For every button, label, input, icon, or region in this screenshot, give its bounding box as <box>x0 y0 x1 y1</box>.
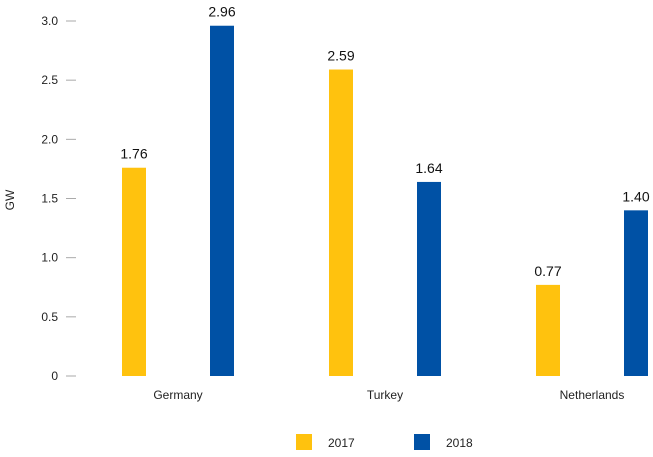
legend-label-2018: 2018 <box>446 436 473 450</box>
bar-2018-netherlands <box>624 210 648 376</box>
bar-2017-turkey <box>329 69 353 377</box>
bar-2017-netherlands <box>536 284 560 376</box>
bars: 1.76 2.96 2.59 1.64 0.77 1.40 <box>120 4 650 377</box>
y-tick-label: 0.5 <box>41 310 58 324</box>
y-tick-label: 1.0 <box>41 251 58 265</box>
y-tick-label: 2.5 <box>41 73 58 87</box>
legend-swatch-2017 <box>296 434 312 450</box>
y-axis: 0 0.5 1.0 1.5 2.0 2.5 3.0 <box>41 14 76 383</box>
data-label-2018-turkey: 1.64 <box>415 160 442 176</box>
bar-2017-germany <box>122 167 146 376</box>
y-tick-label: 3.0 <box>41 14 58 28</box>
category-label-turkey: Turkey <box>367 388 403 402</box>
legend-label-2017: 2017 <box>328 436 355 450</box>
data-label-2017-turkey: 2.59 <box>327 48 354 64</box>
data-label-2017-germany: 1.76 <box>120 146 147 162</box>
category-labels: Germany Turkey Netherlands <box>153 388 624 402</box>
data-label-2018-germany: 2.96 <box>208 4 235 20</box>
y-tick-label: 2.0 <box>41 132 58 146</box>
bar-2018-germany <box>210 25 234 376</box>
data-label-2018-netherlands: 1.40 <box>622 188 649 204</box>
legend: 2017 2018 <box>296 434 473 450</box>
category-label-germany: Germany <box>153 388 202 402</box>
legend-swatch-2018 <box>414 434 430 450</box>
category-label-netherlands: Netherlands <box>560 388 625 402</box>
y-tick-label: 0 <box>51 369 58 383</box>
data-label-2017-netherlands: 0.77 <box>534 263 561 279</box>
bar-2018-turkey <box>417 181 441 376</box>
y-tick-label: 1.5 <box>41 192 58 206</box>
y-axis-title: GW <box>3 189 17 210</box>
